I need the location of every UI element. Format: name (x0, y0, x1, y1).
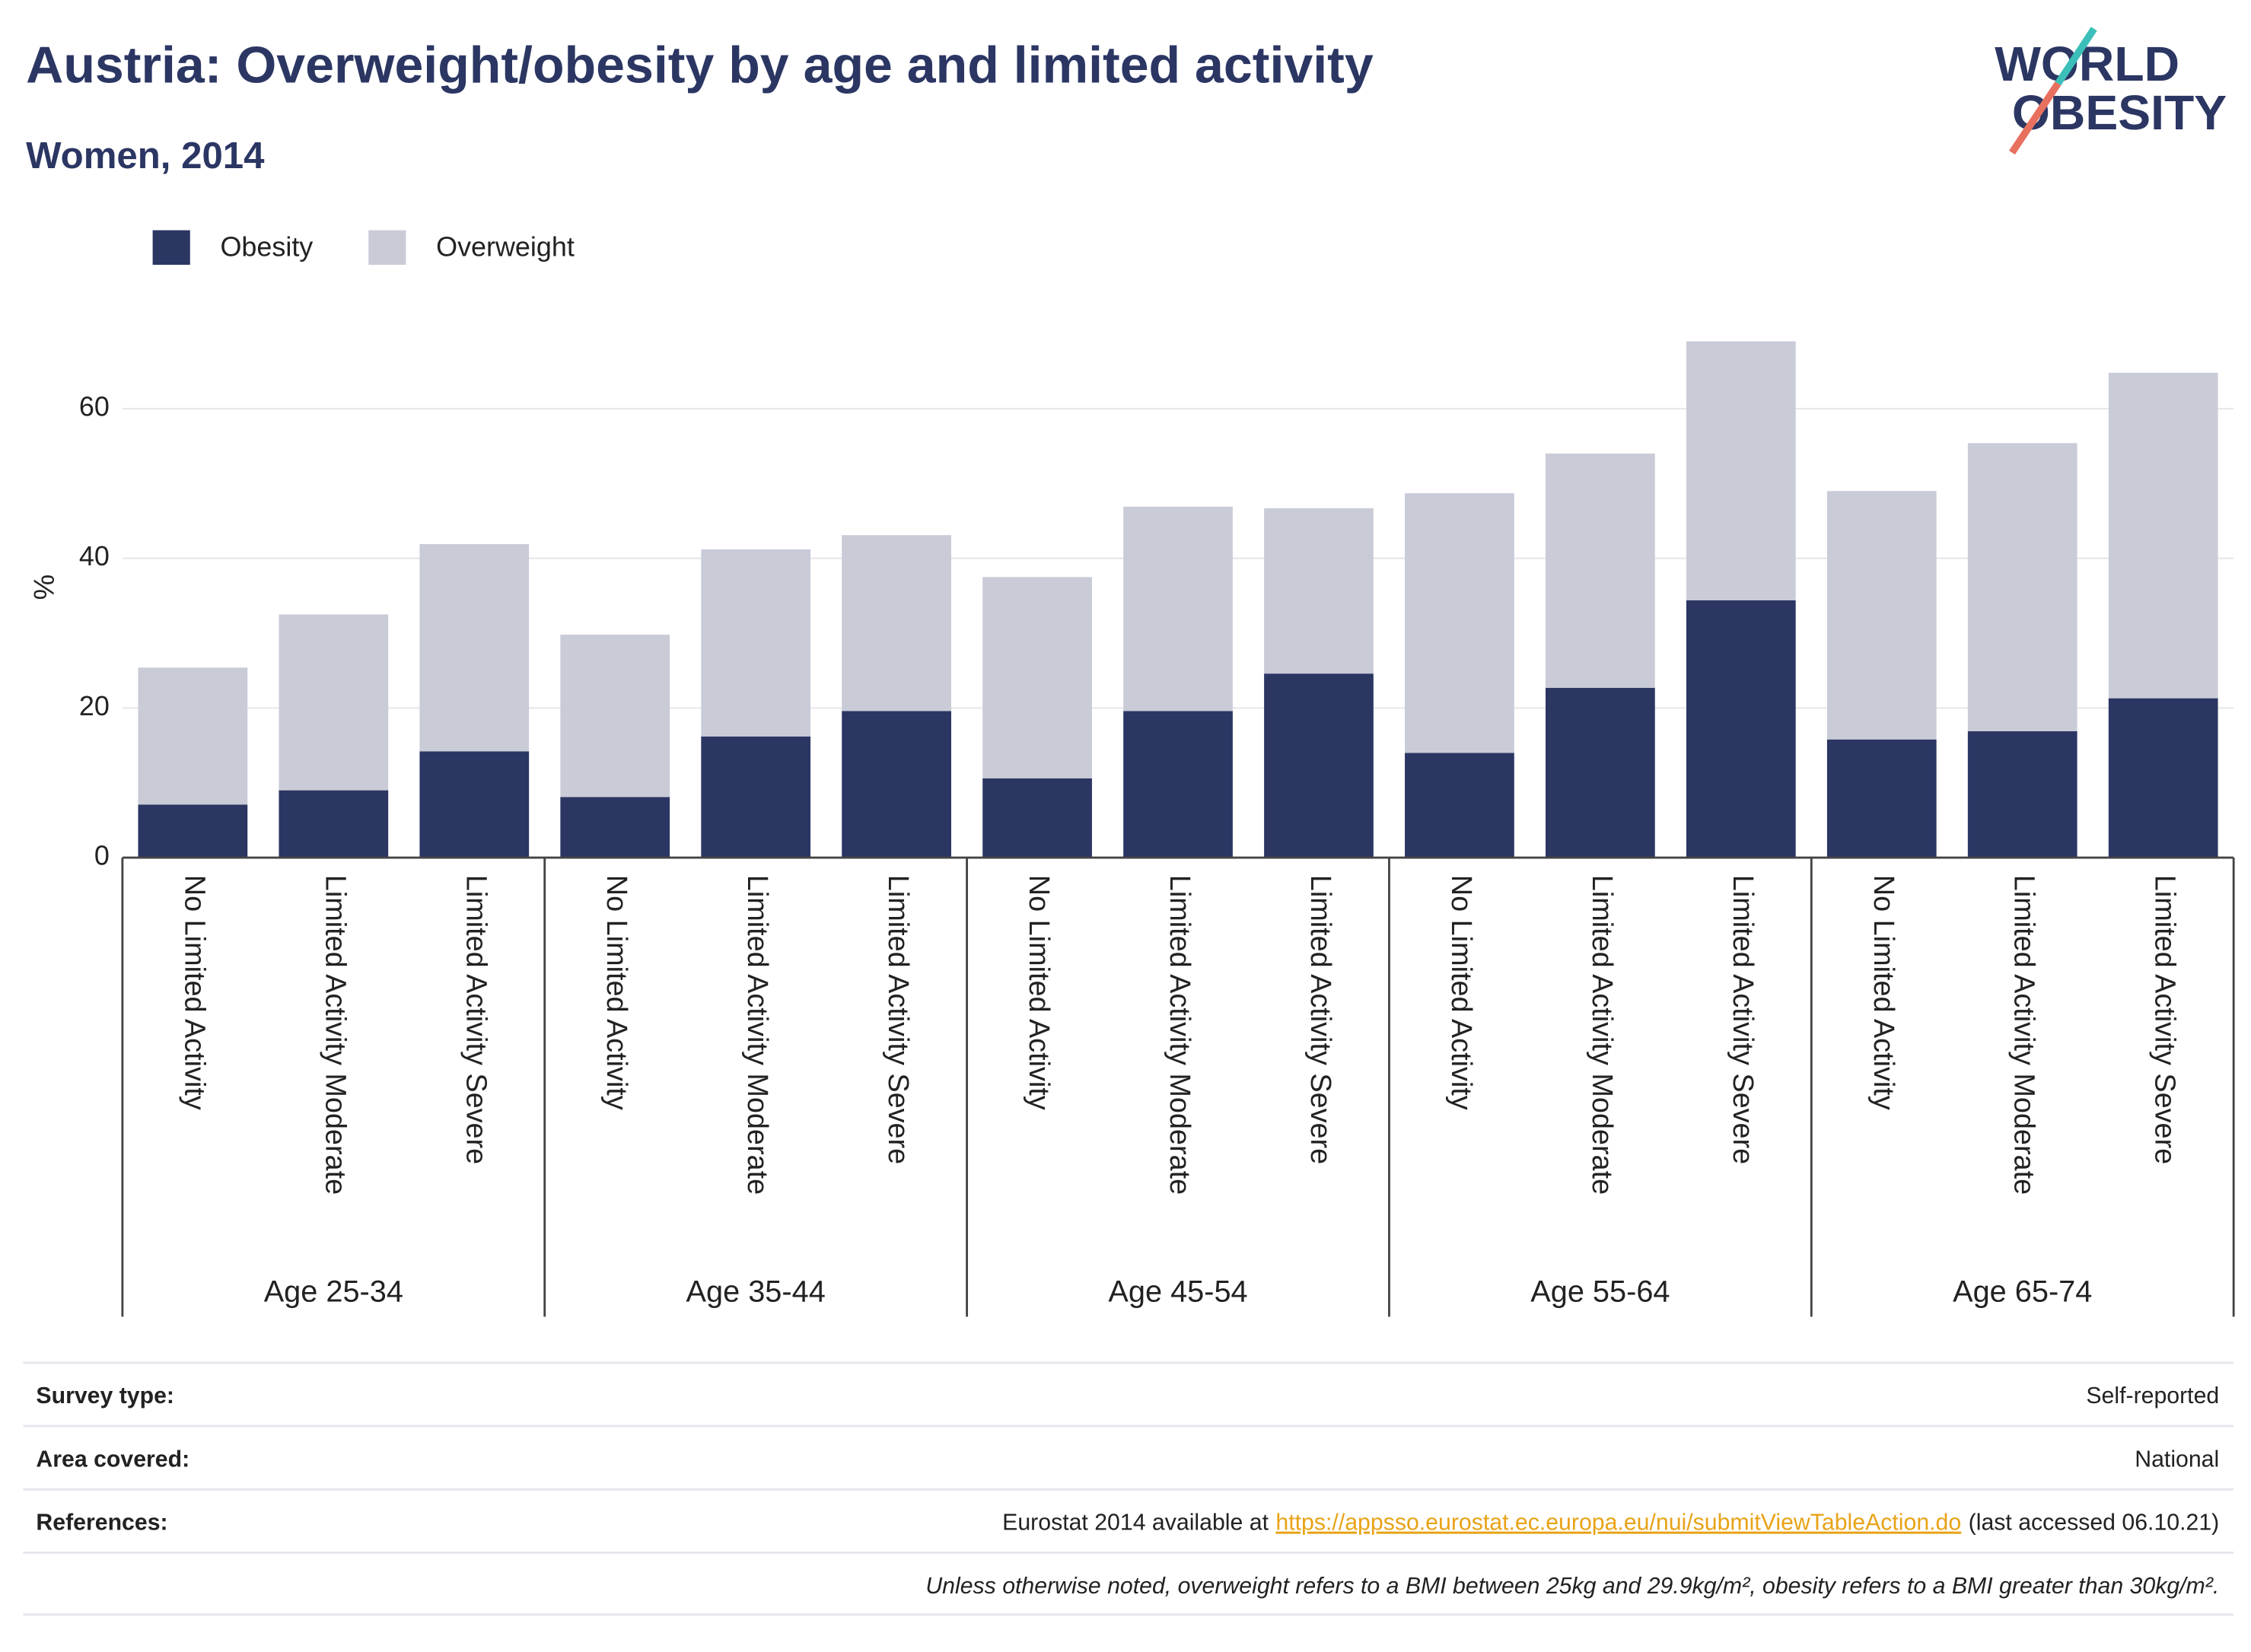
x-tick-label: Limited Activity Severe (460, 875, 492, 1164)
bar-segment (2108, 372, 2218, 699)
bar-segment (1546, 454, 1655, 688)
x-tick-label: Limited Activity Severe (2149, 875, 2181, 1164)
bar-segment (982, 778, 1092, 858)
x-tick-label: Limited Activity Moderate (319, 875, 351, 1195)
logo-slash (2055, 27, 2097, 86)
bar-segment (1123, 506, 1233, 711)
footer-note: Unless otherwise noted, overweight refer… (925, 1574, 2219, 1599)
bar-segment (1686, 600, 1796, 858)
y-axis-label: % (29, 575, 61, 600)
bar-segment (138, 667, 248, 805)
logo: WORLD OBESITY (1995, 27, 2227, 155)
bar-segment (1264, 673, 1374, 858)
bar-segment (1264, 508, 1374, 674)
bar-segment (138, 804, 248, 858)
footer-label: Survey type: (36, 1383, 174, 1408)
reference-link[interactable]: https://appsso.eurostat.ec.europa.eu/nui… (1275, 1510, 1961, 1536)
bar-segment (1686, 341, 1796, 600)
x-tick-label: Limited Activity Severe (882, 875, 914, 1164)
group-label: Age 45-54 (1108, 1275, 1247, 1309)
group-label: Age 55-64 (1530, 1275, 1670, 1309)
group-label: Age 25-34 (264, 1275, 403, 1309)
bar-segment (279, 790, 389, 858)
y-tick-label: 20 (79, 690, 110, 721)
footer-value: Self-reported (2086, 1383, 2219, 1408)
logo-text: OBESITY (2012, 85, 2227, 140)
footer-label: Area covered: (36, 1447, 189, 1472)
bar-segment (1546, 687, 1655, 858)
x-tick-label: No Limited Activity (1445, 875, 1477, 1110)
x-tick-label: Limited Activity Severe (1727, 875, 1759, 1164)
chart-title: Austria: Overweight/obesity by age and l… (26, 37, 1374, 94)
bar-segment (1405, 493, 1514, 753)
bar-segment (842, 711, 951, 858)
bar-segment (701, 549, 811, 737)
legend-label: Obesity (220, 231, 313, 263)
bar-segment (1826, 491, 1937, 740)
footer-value: National (2135, 1447, 2219, 1472)
reference-suffix: (last accessed 06.10.21) (1969, 1510, 2220, 1536)
x-tick-label: Limited Activity Moderate (741, 875, 773, 1195)
legend-swatch (152, 230, 190, 265)
legend-label: Overweight (436, 231, 575, 263)
y-tick-label: 60 (79, 391, 110, 422)
bar-segment (2108, 698, 2218, 858)
bar-segment (279, 614, 389, 791)
y-tick-label: 40 (79, 540, 110, 571)
bar-segment (1967, 443, 2077, 731)
reference-text: Eurostat 2014 available at (1002, 1510, 1269, 1536)
bar-segment (1405, 753, 1514, 858)
x-tick-label: Limited Activity Severe (1304, 875, 1336, 1164)
bar-segment (1967, 731, 2077, 858)
bar-segment (842, 535, 951, 711)
logo-slash (2008, 81, 2062, 155)
bar-segment (560, 635, 670, 797)
x-tick-label: Limited Activity Moderate (1164, 875, 1196, 1195)
chart-subtitle: Women, 2014 (26, 135, 265, 177)
group-label: Age 65-74 (1953, 1275, 2092, 1309)
bar-segment (982, 577, 1092, 778)
y-tick-label: 0 (94, 840, 110, 871)
bar-segment (1826, 739, 1937, 858)
x-tick-label: No Limited Activity (1023, 875, 1055, 1110)
group-label: Age 35-44 (686, 1275, 826, 1309)
bar-segment (419, 544, 530, 752)
legend-swatch (368, 230, 406, 265)
bar-segment (701, 736, 811, 858)
x-tick-label: No Limited Activity (178, 875, 210, 1110)
x-tick-label: No Limited Activity (1867, 875, 1899, 1110)
bar-segment (560, 797, 670, 858)
bar-segment (1123, 711, 1233, 858)
x-tick-label: Limited Activity Moderate (1586, 875, 1618, 1195)
x-tick-label: Limited Activity Moderate (2008, 875, 2040, 1195)
x-tick-label: No Limited Activity (600, 875, 632, 1110)
footer-value: Eurostat 2014 available at https://appsso… (1002, 1510, 2219, 1536)
footer-label: References: (36, 1510, 167, 1536)
bar-segment (419, 751, 530, 858)
